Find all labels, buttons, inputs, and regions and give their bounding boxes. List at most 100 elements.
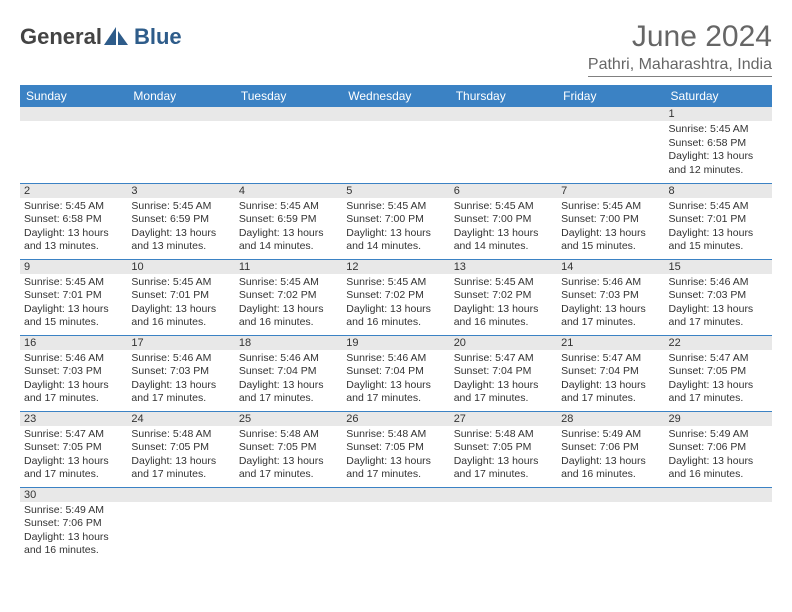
daylight-minutes: 17	[582, 316, 594, 328]
hours-word: hours	[297, 379, 323, 391]
sunrise-value: 5:47 AM	[603, 352, 642, 364]
minutes-word: minutes.	[381, 468, 421, 480]
and-word: and	[24, 544, 42, 556]
calendar-document: General Blue June 2024 Pathri, Maharasht…	[0, 0, 792, 573]
sunrise-value: 5:48 AM	[173, 428, 212, 440]
sunset-label: Sunset:	[346, 289, 382, 301]
sunrise-value: 5:45 AM	[388, 276, 427, 288]
day-content: Sunrise: 5:46 AMSunset: 7:04 PMDaylight:…	[235, 350, 342, 411]
day-number: 9	[20, 260, 127, 274]
sunrise-label: Sunrise:	[669, 200, 708, 212]
sunrise-line: Sunrise: 5:45 AM	[454, 200, 553, 214]
daylight-hours: 13	[175, 455, 187, 467]
and-word: and	[669, 316, 687, 328]
day-content: Sunrise: 5:45 AMSunset: 6:58 PMDaylight:…	[20, 198, 127, 259]
minutes-word: minutes.	[166, 392, 206, 404]
daylight-minutes: 16	[259, 316, 271, 328]
daylight-line: Daylight: 13 hours and 13 minutes.	[131, 227, 230, 254]
sunset-label: Sunset:	[131, 441, 167, 453]
day-number: 2	[20, 184, 127, 198]
hours-word: hours	[190, 227, 216, 239]
sunrise-line: Sunrise: 5:46 AM	[239, 352, 338, 366]
daylight-hours: 13	[68, 531, 80, 543]
calendar-cell: 18Sunrise: 5:46 AMSunset: 7:04 PMDayligh…	[235, 335, 342, 411]
calendar-cell: 20Sunrise: 5:47 AMSunset: 7:04 PMDayligh…	[450, 335, 557, 411]
sunrise-line: Sunrise: 5:49 AM	[561, 428, 660, 442]
hours-word: hours	[620, 227, 646, 239]
hours-word: hours	[190, 455, 216, 467]
and-word: and	[454, 468, 472, 480]
daylight-label: Daylight:	[24, 455, 65, 467]
minutes-word: minutes.	[704, 240, 744, 252]
minutes-word: minutes.	[59, 316, 99, 328]
daylight-label: Daylight:	[454, 379, 495, 391]
sunset-line: Sunset: 7:06 PM	[24, 517, 123, 531]
sunset-label: Sunset:	[131, 365, 167, 377]
sunset-line: Sunset: 7:03 PM	[24, 365, 123, 379]
day-content: Sunrise: 5:49 AMSunset: 7:06 PMDaylight:…	[557, 426, 664, 487]
daylight-minutes: 17	[259, 468, 271, 480]
daylight-label: Daylight:	[24, 227, 65, 239]
daylight-hours: 13	[605, 455, 617, 467]
day-content: Sunrise: 5:48 AMSunset: 7:05 PMDaylight:…	[127, 426, 234, 487]
sunset-line: Sunset: 7:01 PM	[24, 289, 123, 303]
sunrise-value: 5:48 AM	[495, 428, 534, 440]
sunrise-value: 5:45 AM	[65, 200, 104, 212]
day-number: 13	[450, 260, 557, 274]
sunset-label: Sunset:	[669, 213, 705, 225]
daylight-hours: 13	[712, 455, 724, 467]
hours-word: hours	[512, 227, 538, 239]
daylight-hours: 13	[497, 455, 509, 467]
sunrise-value: 5:47 AM	[495, 352, 534, 364]
daylight-hours: 13	[605, 379, 617, 391]
daylight-minutes: 17	[689, 316, 701, 328]
day-number: 17	[127, 336, 234, 350]
calendar-cell	[342, 107, 449, 183]
sunrise-label: Sunrise:	[346, 428, 385, 440]
hours-word: hours	[620, 455, 646, 467]
sunset-value: 7:06 PM	[600, 441, 639, 453]
daylight-line: Daylight: 13 hours and 16 minutes.	[346, 303, 445, 330]
sunrise-label: Sunrise:	[24, 428, 63, 440]
sunset-label: Sunset:	[346, 213, 382, 225]
calendar-cell: 23Sunrise: 5:47 AMSunset: 7:05 PMDayligh…	[20, 411, 127, 487]
day-content: Sunrise: 5:48 AMSunset: 7:05 PMDaylight:…	[342, 426, 449, 487]
daylight-hours: 13	[712, 227, 724, 239]
daylight-line: Daylight: 13 hours and 14 minutes.	[454, 227, 553, 254]
sunset-line: Sunset: 7:04 PM	[561, 365, 660, 379]
day-number: 14	[557, 260, 664, 274]
sunset-label: Sunset:	[24, 441, 60, 453]
daylight-line: Daylight: 13 hours and 14 minutes.	[239, 227, 338, 254]
sunrise-value: 5:45 AM	[65, 276, 104, 288]
sunset-line: Sunset: 7:06 PM	[561, 441, 660, 455]
sunset-value: 7:05 PM	[170, 441, 209, 453]
hours-word: hours	[620, 379, 646, 391]
sunrise-label: Sunrise:	[24, 352, 63, 364]
sunrise-value: 5:49 AM	[710, 428, 749, 440]
daylight-label: Daylight:	[454, 303, 495, 315]
sunrise-line: Sunrise: 5:45 AM	[24, 276, 123, 290]
minutes-word: minutes.	[274, 316, 314, 328]
and-word: and	[561, 240, 579, 252]
calendar-cell: 27Sunrise: 5:48 AMSunset: 7:05 PMDayligh…	[450, 411, 557, 487]
sunrise-line: Sunrise: 5:47 AM	[454, 352, 553, 366]
calendar-week: 9 Sunrise: 5:45 AMSunset: 7:01 PM Daylight…	[20, 259, 772, 335]
sunset-label: Sunset:	[669, 137, 705, 149]
and-word: and	[131, 468, 149, 480]
sunset-value: 7:04 PM	[277, 365, 316, 377]
and-word: and	[669, 392, 687, 404]
daylight-minutes: 16	[152, 316, 164, 328]
day-number-empty	[235, 488, 342, 502]
hours-word: hours	[512, 303, 538, 315]
sunset-value: 6:59 PM	[170, 213, 209, 225]
and-word: and	[561, 392, 579, 404]
and-word: and	[561, 316, 579, 328]
daylight-hours: 13	[605, 227, 617, 239]
calendar-head: SundayMondayTuesdayWednesdayThursdayFrid…	[20, 85, 772, 107]
daylight-minutes: 13	[44, 240, 56, 252]
daylight-line: Daylight: 13 hours and 17 minutes.	[669, 303, 768, 330]
daylight-minutes: 17	[152, 392, 164, 404]
sunset-label: Sunset:	[24, 213, 60, 225]
daylight-line: Daylight: 13 hours and 17 minutes.	[561, 379, 660, 406]
hours-word: hours	[405, 455, 431, 467]
